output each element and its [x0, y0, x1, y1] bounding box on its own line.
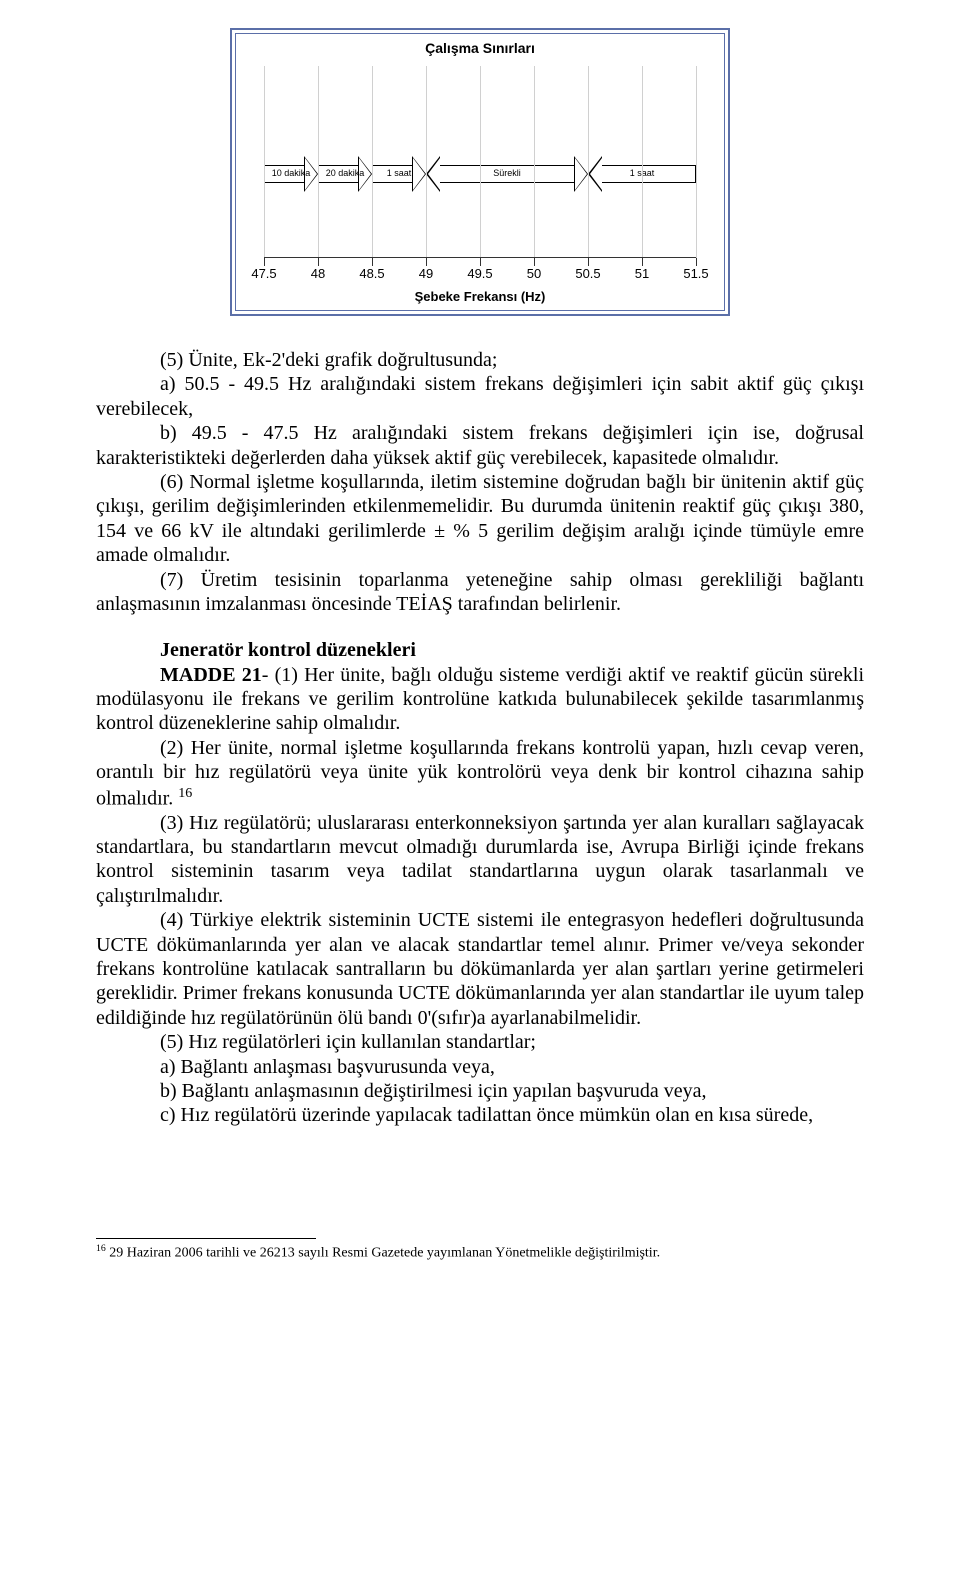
x-axis	[264, 257, 696, 258]
x-tick	[264, 258, 265, 266]
madde-21-3: (3) Hız regülatörü; uluslararası enterko…	[96, 811, 864, 909]
gridline	[534, 66, 535, 258]
x-tick	[480, 258, 481, 266]
arrow-label: Sürekli	[426, 168, 588, 178]
x-tick-label: 49.5	[467, 266, 492, 281]
paragraph-5-lead: (5) Ünite, Ek-2'deki grafik doğrultusund…	[96, 348, 864, 372]
x-tick-label: 48.5	[359, 266, 384, 281]
range-arrow: 1 saat	[372, 156, 426, 192]
gridline	[696, 66, 697, 258]
section-heading: Jeneratör kontrol düzenekleri	[160, 639, 416, 661]
x-tick	[426, 258, 427, 266]
x-tick	[318, 258, 319, 266]
gridline	[642, 66, 643, 258]
x-tick	[642, 258, 643, 266]
gridline	[372, 66, 373, 258]
arrow-label: 10 dakika	[264, 168, 318, 178]
paragraph-5a: a) 50.5 - 49.5 Hz aralığındaki sistem fr…	[96, 372, 864, 421]
paragraph-6: (6) Normal işletme koşullarında, iletim …	[96, 470, 864, 568]
figure-title: Çalışma Sınırları	[236, 40, 724, 56]
x-tick-label: 50.5	[575, 266, 600, 281]
madde-21-2: (2) Her ünite, normal işletme koşulların…	[96, 736, 864, 811]
paragraph-7: (7) Üretim tesisinin toparlanma yeteneği…	[96, 568, 864, 617]
gridline	[426, 66, 427, 258]
x-tick-label: 51	[635, 266, 649, 281]
arrow-label: 20 dakika	[318, 168, 372, 178]
x-tick-label: 51.5	[683, 266, 708, 281]
figure-outer-frame: Çalışma Sınırları 10 dakika20 dakika1 sa…	[230, 28, 730, 316]
madde-21-5a: a) Bağlantı anlaşması başvurusunda veya,	[96, 1055, 864, 1079]
paragraph-5b: b) 49.5 - 47.5 Hz aralığındaki sistem fr…	[96, 421, 864, 470]
madde-21-4: (4) Türkiye elektrik sisteminin UCTE sis…	[96, 908, 864, 1030]
x-tick	[534, 258, 535, 266]
madde-21-5c: c) Hız regülatörü üzerinde yapılacak tad…	[96, 1103, 864, 1127]
gridline	[480, 66, 481, 258]
x-tick-labels: 47.54848.54949.55050.55151.5	[264, 266, 696, 284]
gridline	[588, 66, 589, 258]
madde-21-5b: b) Bağlantı anlaşmasının değiştirilmesi …	[96, 1079, 864, 1103]
footnote: 16 29 Haziran 2006 tarihli ve 26213 sayı…	[96, 1243, 864, 1262]
madde-21-1: MADDE 21- (1) Her ünite, bağlı olduğu si…	[96, 663, 864, 736]
madde-21-5: (5) Hız regülatörleri için kullanılan st…	[96, 1030, 864, 1054]
x-tick-label: 47.5	[251, 266, 276, 281]
madde-21-2-text: (2) Her ünite, normal işletme koşulların…	[96, 737, 864, 809]
x-tick-label: 48	[311, 266, 325, 281]
range-arrow: 10 dakika	[264, 156, 318, 192]
x-tick	[372, 258, 373, 266]
gridline	[318, 66, 319, 258]
footnote-text: 29 Haziran 2006 tarihli ve 26213 sayılı …	[106, 1245, 660, 1260]
x-tick-label: 49	[419, 266, 433, 281]
x-axis-title: Şebeke Frekansı (Hz)	[236, 289, 724, 304]
madde-21-label: MADDE 21	[160, 664, 262, 686]
figure-inner-frame: Çalışma Sınırları 10 dakika20 dakika1 sa…	[235, 33, 725, 311]
gridline	[264, 66, 265, 258]
figure-container: Çalışma Sınırları 10 dakika20 dakika1 sa…	[96, 28, 864, 316]
x-tick	[696, 258, 697, 266]
footnote-number: 16	[96, 1243, 106, 1254]
x-tick	[588, 258, 589, 266]
footnote-separator	[96, 1238, 316, 1239]
range-arrow: 20 dakika	[318, 156, 372, 192]
plot-area: 10 dakika20 dakika1 saatSürekli1 saat	[264, 66, 696, 258]
arrow-label: 1 saat	[372, 168, 426, 178]
section-heading-line: Jeneratör kontrol düzenekleri	[96, 638, 864, 662]
x-tick-label: 50	[527, 266, 541, 281]
range-arrow: Sürekli	[426, 156, 588, 192]
footnote-ref: 16	[178, 786, 192, 801]
